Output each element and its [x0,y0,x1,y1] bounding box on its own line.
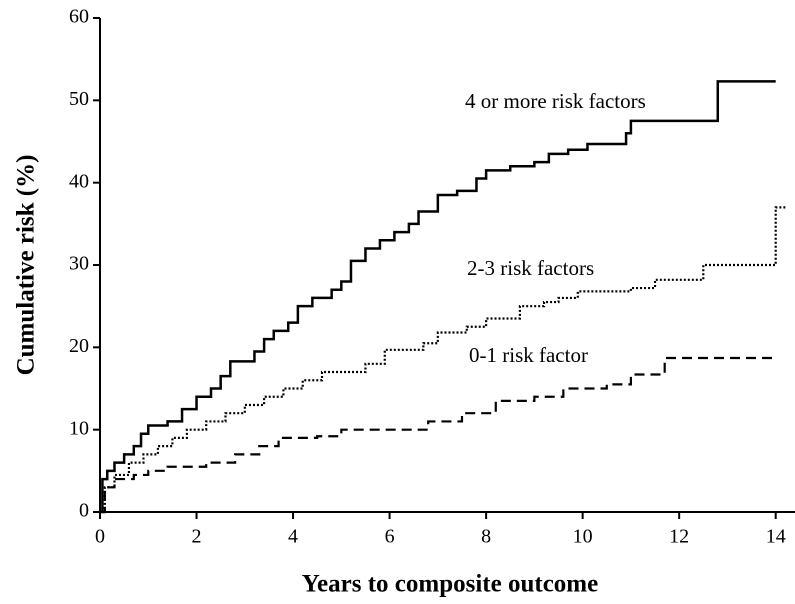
x-tick-label: 10 [573,526,593,548]
label-background [463,256,599,284]
series-label: 0-1 risk factor [469,343,588,367]
x-tick-label: 0 [95,526,105,548]
series-label: 4 or more risk factors [465,89,646,113]
y-tick-label: 20 [69,335,89,357]
series-line [100,356,776,514]
label-background [461,89,650,117]
x-tick-label: 2 [192,526,202,548]
series-label: 2-3 risk factors [467,256,594,280]
x-tick-label: 12 [669,526,689,548]
label-background [465,343,592,371]
x-tick-label: 4 [288,526,298,548]
y-tick-label: 10 [69,417,89,439]
y-tick-label: 60 [69,6,89,28]
y-tick-label: 50 [69,88,89,110]
series-line [100,80,776,514]
y-tick-label: 0 [79,500,89,522]
x-tick-label: 8 [481,526,491,548]
y-axis-title: Cumulative risk (%) [13,155,40,376]
y-tick-label: 30 [69,253,89,275]
x-tick-label: 14 [766,526,786,548]
x-axis-title: Years to composite outcome [302,571,598,598]
y-tick-label: 40 [69,170,89,192]
x-tick-label: 6 [385,526,395,548]
